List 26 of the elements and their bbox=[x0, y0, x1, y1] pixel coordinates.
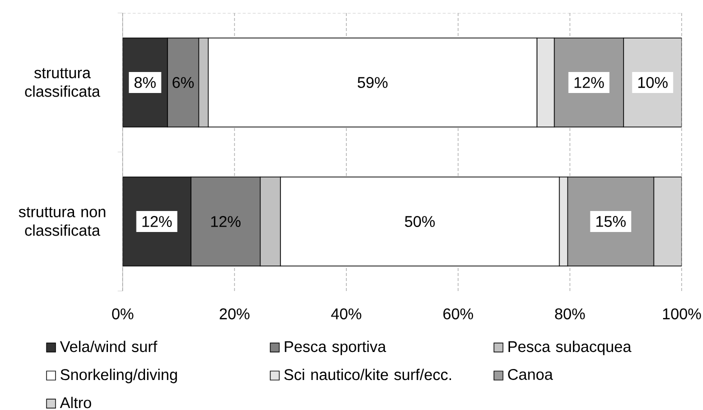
legend-label: Canoa bbox=[508, 368, 553, 380]
data-label: 10% bbox=[638, 77, 668, 88]
legend-label: Pesca sportiva bbox=[284, 340, 386, 356]
x-tick-label: 40% bbox=[331, 308, 362, 320]
legend-label: Sci nautico/kite surf/ecc. bbox=[284, 368, 452, 380]
y-tick-label: struttura classificata bbox=[25, 68, 100, 97]
x-tick-label: 20% bbox=[220, 308, 250, 320]
x-tick-label: 100% bbox=[663, 308, 701, 320]
data-label: 59% bbox=[358, 77, 388, 88]
legend-label: Snorkeling/diving bbox=[60, 368, 177, 384]
data-label: 15% bbox=[596, 216, 626, 227]
legend-label: Vela/wind surf bbox=[60, 340, 158, 352]
data-label: 12% bbox=[142, 216, 172, 227]
x-tick-label: 0% bbox=[112, 308, 134, 320]
x-tick-label: 80% bbox=[555, 308, 585, 320]
bar bbox=[653, 176, 682, 266]
data-label: 12% bbox=[574, 77, 604, 88]
data-label: 6% bbox=[172, 77, 194, 88]
data-label: 50% bbox=[404, 216, 435, 227]
data-label: 12% bbox=[211, 216, 241, 227]
bar bbox=[122, 176, 192, 266]
x-tick-label: 60% bbox=[443, 308, 474, 320]
y-tick-label: struttura non classificata bbox=[18, 207, 106, 236]
legend-label: Pesca subacquea bbox=[508, 340, 632, 356]
legend-label: Altro bbox=[60, 396, 92, 408]
data-label: 8% bbox=[134, 77, 156, 88]
